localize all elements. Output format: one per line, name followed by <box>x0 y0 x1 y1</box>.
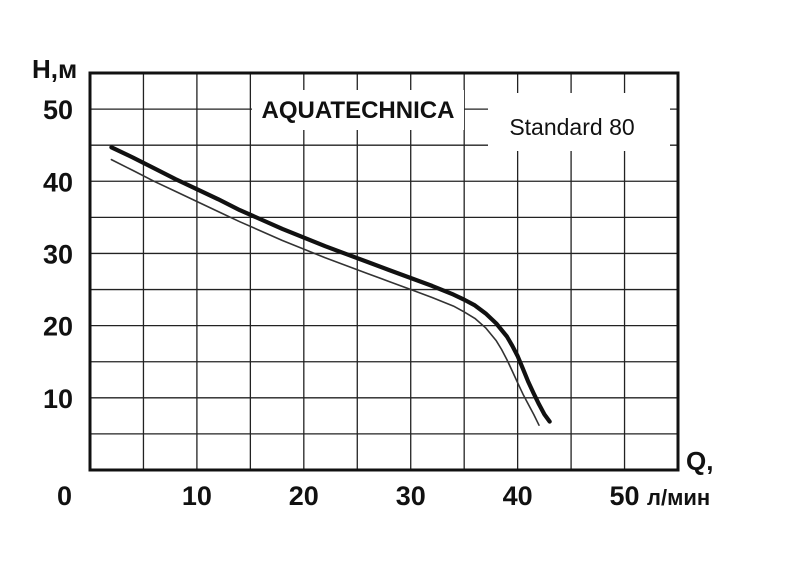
x-tick-label: 50 <box>610 481 640 511</box>
plot-area-border <box>88 71 680 472</box>
brand-label-box <box>252 90 464 130</box>
pump-curve-thin <box>110 158 540 426</box>
x-axis-label: Q, <box>686 446 713 476</box>
pump-curve-thick <box>109 145 552 424</box>
y-tick-label: 40 <box>43 167 73 197</box>
y-tick-label: 10 <box>43 384 73 414</box>
y-axis-label: H,м <box>32 54 77 84</box>
x-tick-label: 30 <box>396 481 426 511</box>
model-label: Standard 80 <box>509 114 634 140</box>
y-tick-labels: 10 20 30 40 50 <box>43 95 73 414</box>
x-tick-label: 10 <box>182 481 212 511</box>
brand-label: AQUATECHNICA <box>262 97 455 124</box>
x-axis-unit: л/мин <box>647 485 710 510</box>
y-tick-label: 30 <box>43 239 73 269</box>
y-tick-label: 50 <box>43 95 73 125</box>
y-tick-label: 20 <box>43 312 73 342</box>
origin-label: 0 <box>57 481 72 511</box>
x-tick-label: 40 <box>503 481 533 511</box>
series-layer <box>109 145 552 426</box>
model-label-box <box>488 93 670 151</box>
x-tick-labels: 10 20 30 40 50 <box>182 481 640 511</box>
x-tick-label: 20 <box>289 481 319 511</box>
